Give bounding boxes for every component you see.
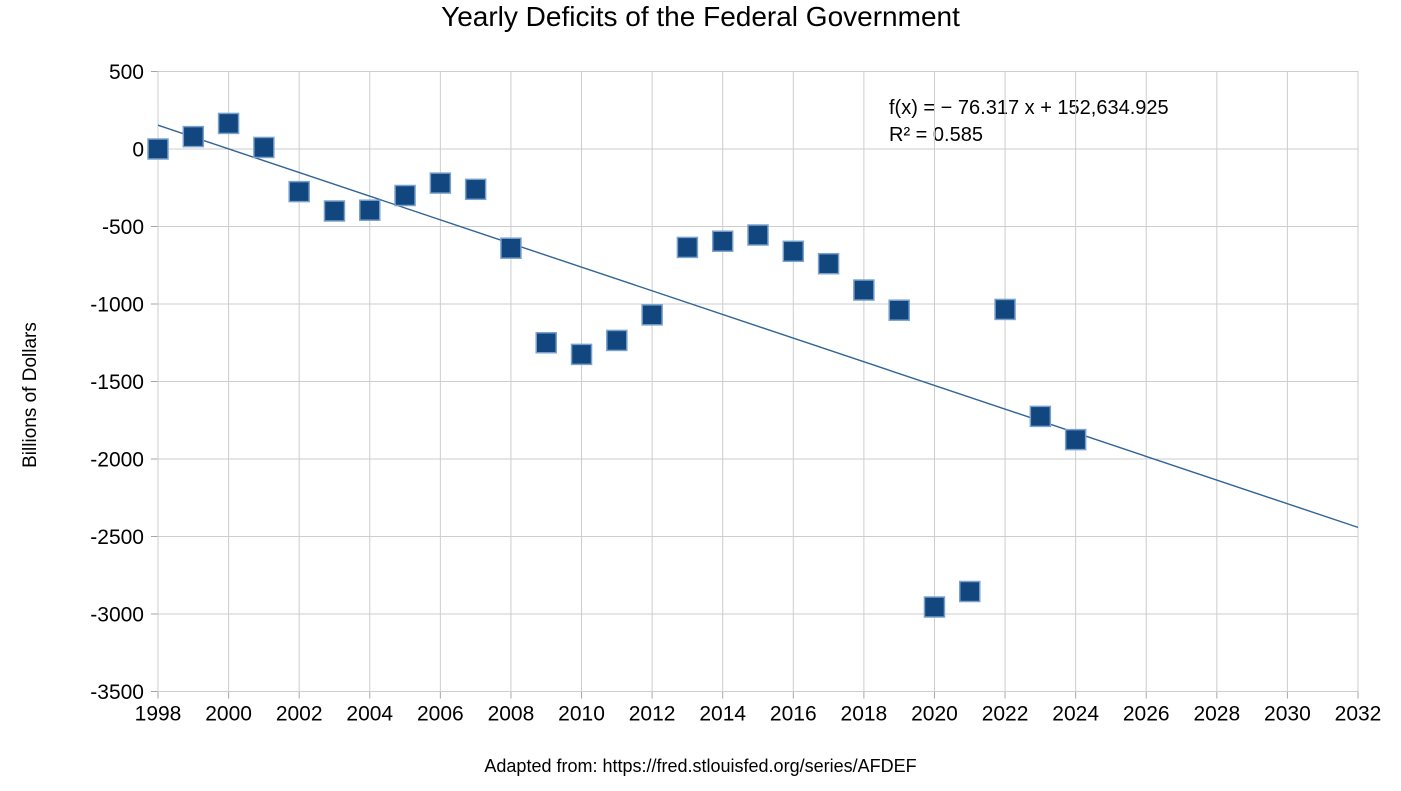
x-tick-label: 2002 [276,703,323,726]
y-tick-label: -500 [102,216,144,239]
y-tick-label: -2000 [90,448,144,471]
data-point-2002 [288,180,310,203]
data-point-1998 [147,138,169,160]
data-point-2011 [606,329,628,352]
data-point-2008 [500,237,522,259]
x-tick-label: 2006 [417,703,464,726]
y-tick-label: -3500 [90,681,144,704]
data-point-2009 [535,332,557,354]
x-tick-label: 2004 [346,703,393,726]
y-tick-label: -3000 [90,603,144,626]
data-point-2024 [1064,428,1087,451]
x-tick-label: 2016 [770,703,817,726]
data-point-1999 [182,125,205,148]
data-point-2017 [817,252,840,275]
data-point-2022 [994,298,1016,321]
data-point-2021 [959,580,981,603]
x-tick-label: 2032 [1335,703,1382,726]
data-point-2020 [923,596,946,618]
x-tick-label: 2030 [1264,703,1311,726]
x-tick-label: 2020 [911,703,958,726]
x-tick-label: 2024 [1052,703,1099,726]
r-squared-value: R² = 0.585 [889,124,983,146]
source-note: Adapted from: https://fred.stlouisfed.or… [484,756,917,776]
y-tick-label: -1500 [90,371,144,394]
x-tick-label: 2012 [629,703,676,726]
data-point-2014 [711,230,734,252]
data-point-2006 [429,172,452,194]
y-tick-label: 500 [109,61,144,84]
x-tick-label: 2008 [488,703,535,726]
plot-border [157,71,1359,692]
x-tick-label: 2022 [982,703,1029,726]
y-tick-label: -1000 [90,293,144,316]
y-tick-label: -2500 [90,526,144,549]
x-tick-label: 2018 [841,703,888,726]
chart-title: Yearly Deficits of the Federal Governmen… [441,1,960,32]
data-point-2023 [1029,405,1052,428]
data-point-2016 [782,240,805,263]
trendline-annotation: f(x) = − 76.317 x + 152,634.925 R² = 0.5… [889,95,1169,149]
trend-line [157,124,1359,529]
data-point-2005 [394,184,416,207]
data-point-2000 [217,112,240,135]
data-point-2015 [747,224,769,246]
trendline-equation: f(x) = − 76.317 x + 152,634.925 [889,97,1169,119]
x-tick-label: 2010 [558,703,605,726]
data-point-2007 [464,178,487,201]
data-point-2012 [641,304,663,326]
x-tick-label: 2026 [1123,703,1170,726]
x-tick-label: 2014 [699,703,746,726]
x-tick-label: 2000 [205,703,252,726]
data-point-2018 [853,279,875,301]
data-point-2004 [359,199,381,221]
y-tick-label: 0 [132,138,144,161]
x-tick-label: 2028 [1193,703,1240,726]
data-point-2010 [570,343,593,366]
data-point-2003 [323,200,346,222]
data-point-2001 [253,136,275,159]
data-point-2019 [888,299,910,321]
x-tick-label: 1998 [135,703,182,726]
data-point-2013 [676,236,699,259]
